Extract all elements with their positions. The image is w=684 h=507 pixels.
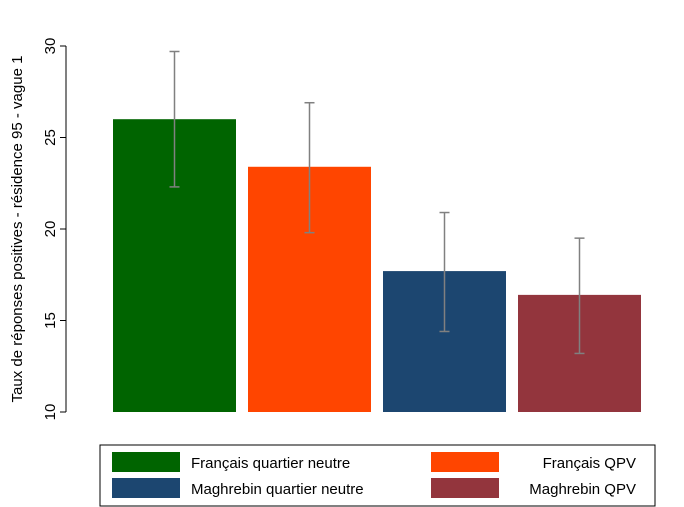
y-axis-ticks: 10 15 20 25 30 [42,38,66,421]
y-tick-label: 25 [42,129,59,146]
legend-label: Français QPV [543,455,636,472]
legend-swatch [431,452,499,472]
y-tick-label: 10 [42,404,59,421]
y-tick-label: 15 [42,312,59,329]
legend-label: Français quartier neutre [191,455,350,472]
y-tick-label: 20 [42,221,59,238]
legend-swatch [112,452,180,472]
legend: Français quartier neutre Français QPV Magh… [99,444,656,507]
plot-area [113,50,641,412]
legend-label: Maghrebin quartier neutre [191,481,364,498]
legend-swatch [112,478,180,498]
legend-box [99,444,656,507]
y-axis-title: Taux de réponses positives - résidence 9… [9,56,26,403]
legend-label: Maghrebin QPV [529,481,636,498]
y-tick-label: 30 [42,38,59,55]
legend-swatch [431,478,499,498]
